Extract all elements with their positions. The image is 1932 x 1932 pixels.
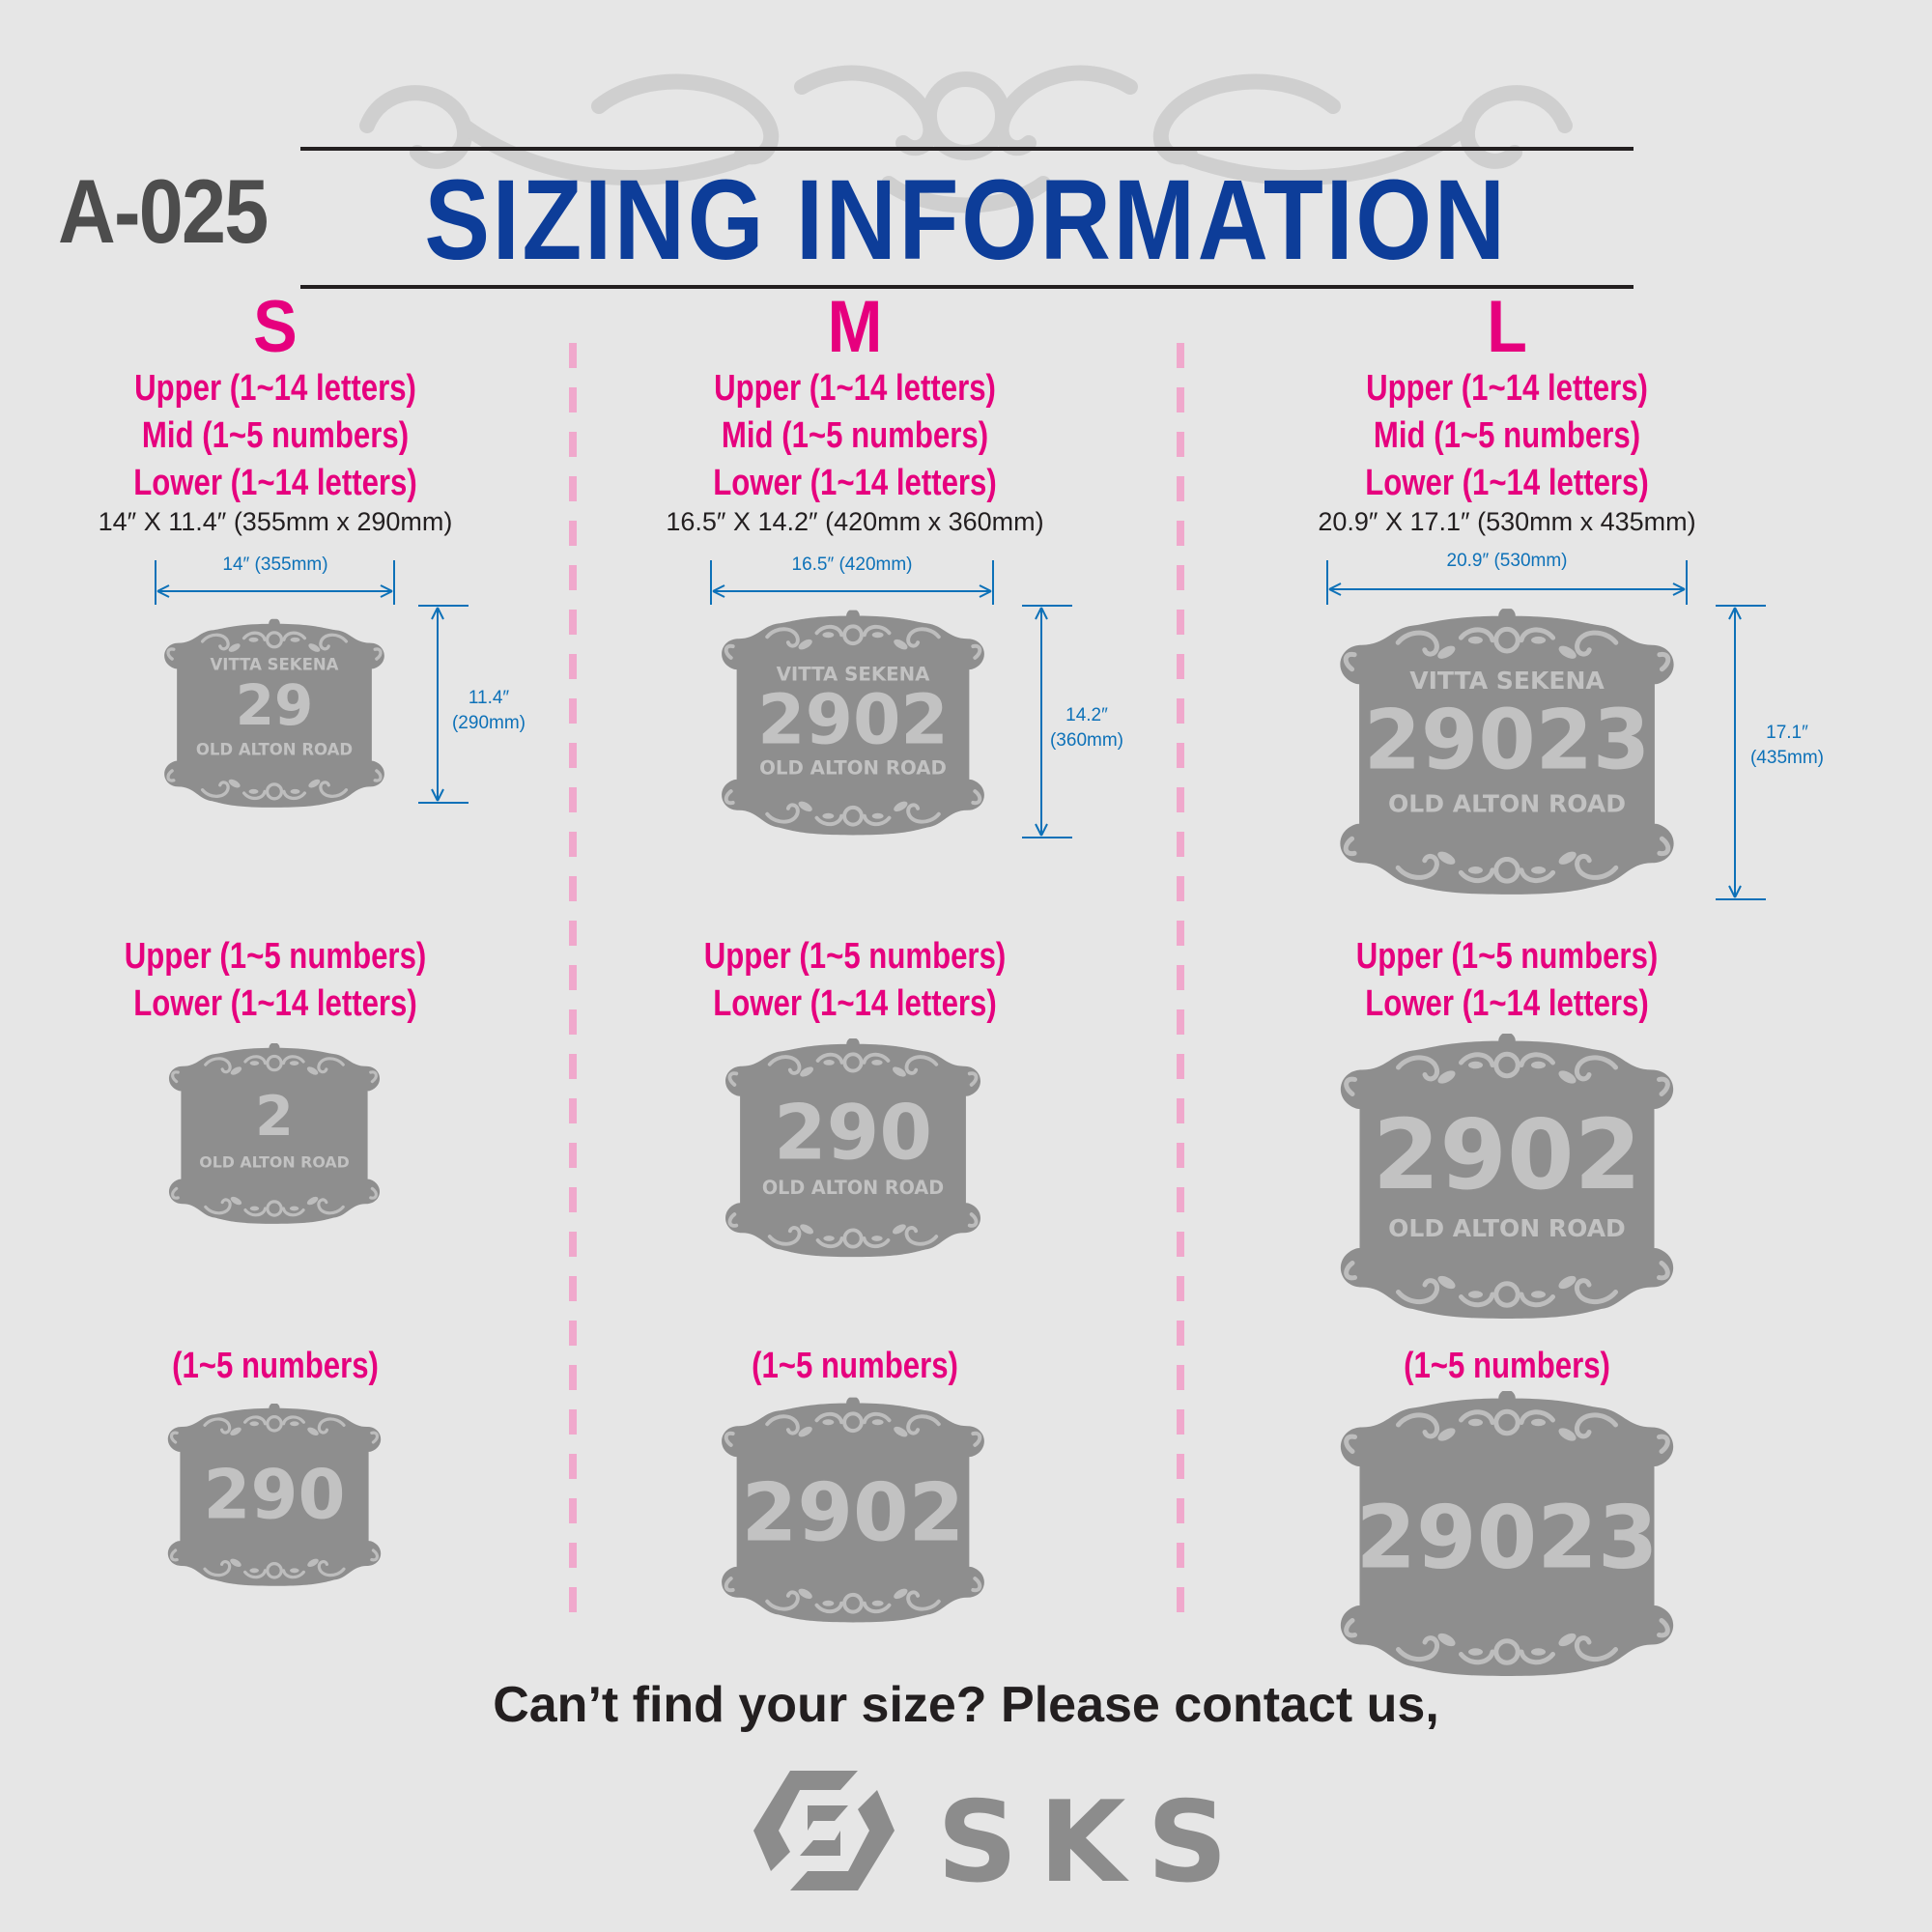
height-label-mm: (290mm): [451, 713, 526, 733]
spec-lower: Lower (1~14 letters): [1365, 983, 1649, 1024]
spec-numbers: (1~5 numbers): [1404, 1346, 1610, 1386]
sks-hexagon-logo-icon: [753, 1771, 895, 1890]
brand-name: SKS: [937, 1777, 1249, 1908]
width-label: 14″ (355mm): [222, 554, 328, 575]
height-label: 17.1″: [1766, 723, 1808, 743]
width-dimension-arrow: [710, 560, 994, 605]
spec-numbers: (1~5 numbers): [752, 1346, 958, 1386]
product-code: A-025: [58, 160, 269, 262]
column-divider: [1177, 343, 1184, 1618]
plaque-number: 29023: [1364, 694, 1650, 789]
size-letter: S: [253, 286, 298, 368]
plaque-lower-text: OLD ALTON ROAD: [1388, 1214, 1626, 1242]
height-dimension-arrow: [1022, 605, 1072, 838]
height-label-mm: (360mm): [1049, 730, 1123, 751]
plaque-lower-text: OLD ALTON ROAD: [1388, 790, 1626, 818]
page-title: SIZING INFORMATION: [424, 156, 1508, 284]
plaque-number: 29: [236, 672, 314, 738]
spec-mid: Mid (1~5 numbers): [721, 415, 989, 456]
spec-mid: Mid (1~5 numbers): [1373, 415, 1641, 456]
plaque-upper-text: VITTA SEKENA: [1409, 667, 1605, 695]
spec-numbers: (1~5 numbers): [172, 1346, 379, 1386]
spec-lower: Lower (1~14 letters): [1365, 463, 1649, 503]
spec-lower: Lower (1~14 letters): [133, 983, 417, 1024]
plaque-number: 2902: [757, 680, 949, 760]
plaque-number: 2902: [1373, 1098, 1641, 1211]
plaque-lower-text: OLD ALTON ROAD: [196, 740, 353, 758]
dimensions: 16.5″ X 14.2″ (420mm x 360mm): [666, 507, 1044, 536]
plaque-number: 290: [774, 1089, 932, 1178]
contact-message: Can’t find your size? Please contact us,: [493, 1677, 1439, 1733]
plaque-lower-text: OLD ALTON ROAD: [762, 1177, 944, 1199]
height-label: 14.2″: [1065, 705, 1108, 725]
height-dimension-arrow: [418, 605, 469, 804]
plaque-lower-text: OLD ALTON ROAD: [199, 1152, 350, 1171]
plaque-number: 2902: [742, 1466, 965, 1560]
plaque-sample: VITTA SEKENA 2902 OLD ALTON ROAD: [710, 609, 996, 840]
width-label: 16.5″ (420mm): [791, 554, 913, 575]
spec-mid: Mid (1~5 numbers): [141, 415, 410, 456]
size-letter: L: [1487, 286, 1527, 368]
plaque-sample: 2902: [710, 1396, 996, 1628]
column-divider: [569, 343, 577, 1618]
plaque-number: 290: [204, 1455, 346, 1534]
plaque-sample: 290 OLD ALTON ROAD: [710, 1038, 996, 1261]
dimensions: 20.9″ X 17.1″ (530mm x 435mm): [1318, 507, 1696, 536]
width-dimension-arrow: [155, 560, 395, 605]
spec-lower: Lower (1~14 letters): [713, 463, 997, 503]
spec-upper: Upper (1~5 numbers): [1355, 936, 1659, 977]
spec-upper: Upper (1~14 letters): [1366, 368, 1648, 409]
spec-lower: Lower (1~14 letters): [133, 463, 417, 503]
height-dimension-arrow: [1716, 605, 1766, 900]
spec-upper: Upper (1~5 numbers): [703, 936, 1007, 977]
spec-upper: Upper (1~14 letters): [134, 368, 416, 409]
dimensions: 14″ X 11.4″ (355mm x 290mm): [98, 507, 453, 536]
plaque-sample: VITTA SEKENA 29023 OLD ALTON ROAD: [1325, 607, 1689, 901]
spec-upper: Upper (1~5 numbers): [124, 936, 427, 977]
plaque-upper-text: VITTA SEKENA: [211, 656, 339, 674]
plaque-sample: 2902 OLD ALTON ROAD: [1325, 1034, 1689, 1323]
width-label: 20.9″ (530mm): [1446, 551, 1568, 571]
plaque-number: 29023: [1355, 1488, 1658, 1589]
plaque-sample: 29023: [1325, 1391, 1689, 1681]
plaque-sample: 290: [155, 1404, 394, 1589]
width-dimension-arrow: [1326, 560, 1688, 605]
plaque-sample: 2 OLD ALTON ROAD: [155, 1043, 394, 1227]
spec-upper: Upper (1~14 letters): [714, 368, 996, 409]
plaque-lower-text: OLD ALTON ROAD: [759, 756, 947, 779]
height-label: 11.4″: [468, 688, 510, 708]
plaque-upper-text: VITTA SEKENA: [777, 664, 930, 686]
title-rule-top: [300, 147, 1634, 151]
spec-lower: Lower (1~14 letters): [713, 983, 997, 1024]
plaque-sample: VITTA SEKENA 29 OLD ALTON ROAD: [155, 618, 394, 811]
height-label-mm: (435mm): [1749, 748, 1824, 768]
plaque-number: 2: [255, 1085, 294, 1149]
title-rule-bottom: [300, 285, 1634, 289]
size-letter: M: [827, 286, 883, 368]
